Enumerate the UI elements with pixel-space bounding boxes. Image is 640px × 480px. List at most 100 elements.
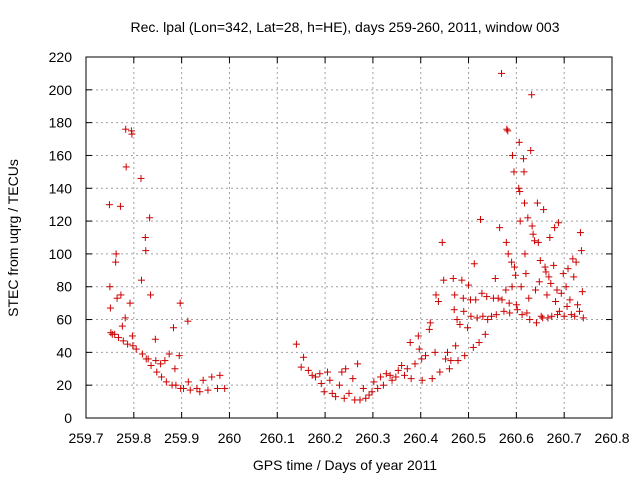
data-point xyxy=(456,320,464,328)
data-point xyxy=(407,375,415,383)
grid-lines xyxy=(86,57,612,418)
data-point xyxy=(176,299,184,307)
data-point xyxy=(509,151,517,159)
data-point xyxy=(328,389,336,397)
data-point xyxy=(502,286,510,294)
data-point xyxy=(165,350,173,358)
data-point xyxy=(292,340,300,348)
data-point xyxy=(162,378,170,386)
data-point xyxy=(161,357,169,365)
data-point xyxy=(340,394,348,402)
data-point xyxy=(349,375,357,383)
data-point xyxy=(479,312,487,320)
y-tick-label: 180 xyxy=(49,115,73,131)
data-point xyxy=(478,289,486,297)
data-point xyxy=(511,271,519,279)
data-point xyxy=(208,373,216,381)
data-point xyxy=(555,307,563,315)
data-point xyxy=(386,371,394,379)
data-point xyxy=(536,256,544,264)
x-tick-label: 260.4 xyxy=(403,430,438,446)
data-point xyxy=(300,353,308,361)
data-point xyxy=(516,188,524,196)
y-axis-title: STEC from uqrg / TECUs xyxy=(5,159,21,317)
data-point xyxy=(513,306,521,314)
data-point xyxy=(172,381,180,389)
data-point xyxy=(175,352,183,360)
data-point xyxy=(533,199,541,207)
data-point xyxy=(472,296,480,304)
data-point xyxy=(428,375,436,383)
data-point xyxy=(576,229,584,237)
data-point xyxy=(557,289,565,297)
data-point xyxy=(505,299,513,307)
x-tick-label: 260.7 xyxy=(547,430,582,446)
y-tick-label: 60 xyxy=(56,312,72,328)
data-point xyxy=(128,332,136,340)
data-point xyxy=(449,275,457,283)
data-point xyxy=(214,384,221,392)
data-point xyxy=(342,365,350,373)
data-point xyxy=(459,294,467,302)
data-point xyxy=(528,91,536,99)
data-point xyxy=(221,384,229,392)
data-point xyxy=(547,279,555,287)
data-point xyxy=(498,69,506,77)
data-point xyxy=(137,174,145,182)
data-point xyxy=(525,294,533,302)
data-point xyxy=(370,378,378,386)
data-point xyxy=(436,368,444,376)
data-point xyxy=(470,260,478,268)
data-point xyxy=(193,384,201,392)
data-point xyxy=(359,384,367,392)
data-point xyxy=(414,332,422,340)
data-point xyxy=(128,130,136,138)
data-point xyxy=(484,316,492,324)
data-point xyxy=(116,202,124,210)
x-tick-label: 260.2 xyxy=(308,430,343,446)
data-point xyxy=(377,373,385,381)
data-point xyxy=(354,360,362,368)
data-point xyxy=(118,322,126,330)
x-tick-label: 260.5 xyxy=(451,430,486,446)
data-point xyxy=(577,247,585,255)
data-point xyxy=(394,366,402,374)
data-point xyxy=(204,386,212,394)
data-point xyxy=(531,237,539,245)
data-point xyxy=(524,214,532,222)
data-point xyxy=(365,391,373,399)
data-point xyxy=(368,388,376,396)
data-point xyxy=(323,368,331,376)
data-point xyxy=(552,297,560,305)
data-point xyxy=(431,348,439,356)
data-point xyxy=(184,378,192,386)
data-point xyxy=(199,376,207,384)
x-tick-label: 259.9 xyxy=(164,430,199,446)
data-point xyxy=(425,325,433,333)
data-point xyxy=(464,324,472,332)
data-point xyxy=(117,291,125,299)
data-point xyxy=(186,386,194,394)
data-points xyxy=(105,69,587,404)
data-point xyxy=(553,286,561,294)
data-point xyxy=(550,261,558,269)
data-point xyxy=(465,281,473,289)
y-tick-label: 0 xyxy=(64,410,72,426)
data-point xyxy=(121,314,129,322)
x-tick-label: 260.1 xyxy=(260,430,295,446)
x-tick-label: 260.8 xyxy=(594,430,629,446)
data-point xyxy=(317,380,325,388)
data-point xyxy=(147,291,155,299)
data-point xyxy=(461,352,469,360)
data-point xyxy=(184,317,192,325)
data-point xyxy=(529,230,537,238)
data-point xyxy=(147,361,155,369)
data-point xyxy=(574,301,582,309)
data-point xyxy=(516,217,524,225)
data-point xyxy=(434,297,442,305)
data-point xyxy=(107,329,115,337)
data-point xyxy=(534,238,542,246)
data-point xyxy=(510,168,518,176)
data-point xyxy=(338,368,346,376)
y-tick-label: 220 xyxy=(49,49,73,65)
